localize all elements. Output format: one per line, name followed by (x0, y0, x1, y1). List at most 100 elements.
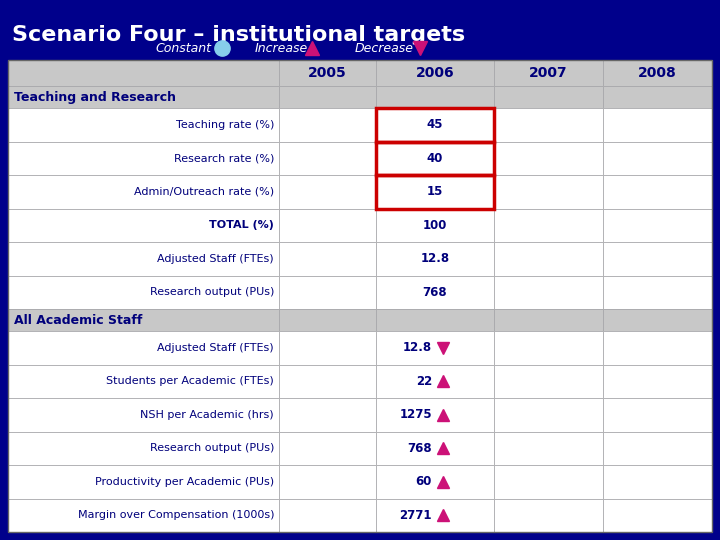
Bar (603, 86, 712, 108)
Bar (376, 60, 494, 86)
Bar (603, 498, 712, 532)
Bar (8, 275, 279, 309)
Text: Research rate (%): Research rate (%) (174, 153, 274, 163)
Bar (8, 309, 279, 331)
Text: Increase: Increase (255, 42, 308, 55)
Bar (494, 275, 603, 309)
Bar (279, 208, 376, 242)
Bar (8, 86, 279, 108)
Text: 12.8: 12.8 (420, 252, 449, 265)
Bar (8, 60, 279, 86)
Bar (8, 108, 279, 141)
Bar (279, 275, 376, 309)
Bar (8, 498, 279, 532)
Bar (376, 208, 494, 242)
Bar (376, 364, 494, 398)
Bar (603, 398, 712, 431)
Bar (494, 60, 603, 86)
Bar (494, 331, 603, 364)
Text: 2771: 2771 (400, 509, 432, 522)
Bar (376, 86, 494, 108)
Bar (376, 141, 494, 175)
Bar (279, 141, 376, 175)
Text: 768: 768 (408, 442, 432, 455)
Bar (603, 108, 712, 141)
Bar (603, 242, 712, 275)
Text: Research output (PUs): Research output (PUs) (150, 287, 274, 297)
Bar (494, 108, 603, 141)
Bar (8, 175, 279, 208)
Bar (603, 141, 712, 175)
Bar (8, 431, 279, 465)
Bar (376, 331, 494, 364)
Bar (376, 309, 494, 331)
Bar (494, 242, 603, 275)
Text: 45: 45 (427, 118, 444, 131)
Text: 2005: 2005 (308, 66, 347, 80)
Bar (8, 364, 279, 398)
Text: Adjusted Staff (FTEs): Adjusted Staff (FTEs) (158, 254, 274, 264)
Text: NSH per Academic (hrs): NSH per Academic (hrs) (140, 410, 274, 420)
Bar (603, 465, 712, 498)
Bar (494, 431, 603, 465)
Bar (376, 175, 494, 208)
Bar (376, 108, 494, 141)
Bar (279, 398, 376, 431)
Bar (603, 331, 712, 364)
Bar (494, 498, 603, 532)
Text: Teaching rate (%): Teaching rate (%) (176, 120, 274, 130)
Bar (8, 141, 279, 175)
Bar (376, 498, 494, 532)
Bar (8, 398, 279, 431)
Text: 40: 40 (427, 152, 444, 165)
Text: TOTAL (%): TOTAL (%) (210, 220, 274, 230)
Bar (279, 431, 376, 465)
Text: 2008: 2008 (638, 66, 677, 80)
Bar (279, 60, 376, 86)
Text: Admin/Outreach rate (%): Admin/Outreach rate (%) (134, 187, 274, 197)
Bar (494, 208, 603, 242)
Bar (279, 465, 376, 498)
Text: 768: 768 (423, 286, 447, 299)
Text: All Academic Staff: All Academic Staff (14, 314, 143, 327)
Bar (8, 60, 712, 532)
Bar (603, 60, 712, 86)
Bar (376, 275, 494, 309)
Bar (603, 364, 712, 398)
Bar (376, 398, 494, 431)
Text: Teaching and Research: Teaching and Research (14, 91, 176, 104)
Bar (279, 364, 376, 398)
Bar (376, 175, 494, 208)
Bar (603, 275, 712, 309)
Text: 100: 100 (423, 219, 447, 232)
Bar (494, 86, 603, 108)
Bar (603, 309, 712, 331)
Bar (279, 86, 376, 108)
Bar (8, 331, 279, 364)
Bar (376, 242, 494, 275)
Text: 60: 60 (415, 475, 432, 488)
Bar (603, 208, 712, 242)
Bar (8, 465, 279, 498)
Text: 12.8: 12.8 (403, 341, 432, 354)
Text: 15: 15 (427, 185, 444, 198)
Bar (279, 175, 376, 208)
Bar (279, 108, 376, 141)
Bar (376, 431, 494, 465)
Text: Productivity per Academic (PUs): Productivity per Academic (PUs) (95, 477, 274, 487)
Text: Decrease: Decrease (355, 42, 414, 55)
Text: Students per Academic (FTEs): Students per Academic (FTEs) (107, 376, 274, 386)
Bar (494, 465, 603, 498)
Bar (8, 208, 279, 242)
Text: 22: 22 (415, 375, 432, 388)
Bar (376, 108, 494, 141)
Text: Margin over Compensation (1000s): Margin over Compensation (1000s) (78, 510, 274, 520)
Text: Research output (PUs): Research output (PUs) (150, 443, 274, 453)
Bar (279, 331, 376, 364)
Bar (279, 309, 376, 331)
Text: 2007: 2007 (529, 66, 567, 80)
Bar (8, 242, 279, 275)
Text: Constant: Constant (155, 42, 211, 55)
Text: 1275: 1275 (400, 408, 432, 421)
Bar (494, 175, 603, 208)
